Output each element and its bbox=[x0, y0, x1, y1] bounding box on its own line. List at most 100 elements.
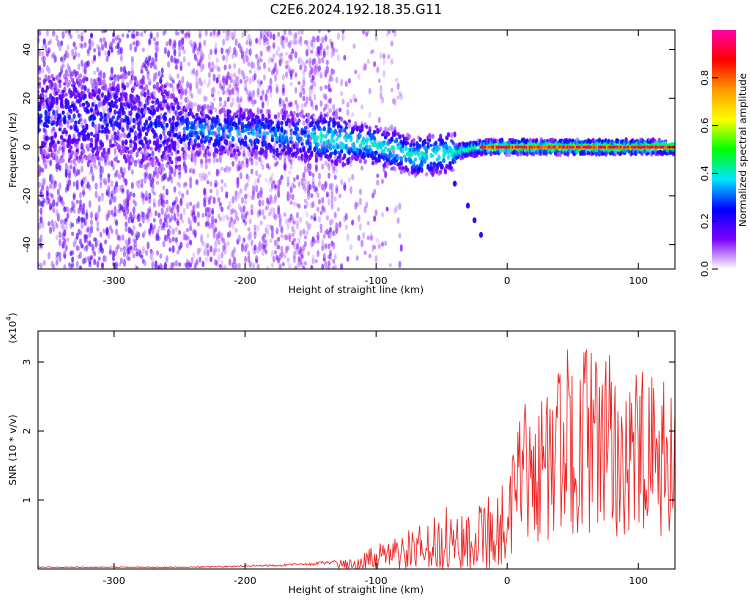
heatmap-cell bbox=[212, 97, 216, 102]
heatmap-cell bbox=[277, 204, 281, 211]
heatmap-cell bbox=[212, 30, 216, 36]
heatmap-cell bbox=[387, 132, 391, 136]
heatmap-cell bbox=[60, 64, 64, 72]
heatmap-cell bbox=[253, 99, 257, 105]
heatmap-cell bbox=[404, 145, 408, 152]
heatmap-cell bbox=[313, 239, 317, 244]
heatmap-cell bbox=[93, 55, 97, 61]
heatmap-cell bbox=[126, 189, 130, 196]
heatmap-cell bbox=[41, 67, 45, 75]
heatmap-cell bbox=[149, 222, 153, 229]
heatmap-cell bbox=[325, 65, 329, 74]
heatmap-cell bbox=[390, 40, 394, 47]
heatmap-cell bbox=[305, 201, 309, 208]
heatmap-cell bbox=[119, 54, 123, 60]
heatmap-cell bbox=[89, 137, 94, 143]
heatmap-cell bbox=[69, 165, 73, 170]
heatmap-cell bbox=[94, 165, 98, 170]
heatmap-cell bbox=[215, 180, 219, 187]
heatmap-cell bbox=[159, 121, 163, 126]
heatmap-cell bbox=[230, 78, 233, 84]
heatmap-cell bbox=[190, 153, 194, 159]
heatmap-cell bbox=[263, 233, 266, 238]
heatmap-cell bbox=[49, 38, 53, 45]
heatmap-cell bbox=[439, 133, 443, 140]
heatmap-cell bbox=[165, 122, 169, 127]
heatmap-cell bbox=[56, 140, 61, 145]
heatmap-cell bbox=[80, 165, 84, 173]
heatmap-cell bbox=[321, 36, 325, 44]
heatmap-cell bbox=[396, 156, 400, 160]
heatmap-cell bbox=[299, 246, 303, 253]
heatmap-cell bbox=[286, 113, 290, 118]
heatmap-cell bbox=[453, 131, 457, 138]
heatmap-cell bbox=[132, 238, 136, 243]
heatmap-cell bbox=[187, 153, 191, 160]
heatmap-cell bbox=[300, 103, 304, 109]
heatmap-cell bbox=[179, 80, 183, 89]
heatmap-cell bbox=[179, 61, 183, 69]
heatmap-cell bbox=[332, 165, 336, 171]
heatmap-cell bbox=[112, 164, 115, 171]
heatmap-cell bbox=[201, 54, 205, 60]
heatmap-cell bbox=[143, 164, 147, 170]
heatmap-cell bbox=[259, 50, 263, 57]
heatmap-cell bbox=[302, 79, 306, 87]
heatmap-cell bbox=[283, 129, 287, 135]
heatmap-cell bbox=[144, 119, 149, 124]
heatmap-cell bbox=[274, 213, 277, 221]
heatmap-cell bbox=[330, 76, 334, 82]
heatmap-cell bbox=[68, 172, 71, 179]
heatmap-cell bbox=[292, 255, 296, 264]
heatmap-cell bbox=[329, 97, 332, 104]
heatmap-cell bbox=[170, 214, 174, 222]
heatmap-cell bbox=[247, 62, 251, 67]
heatmap-cell bbox=[206, 124, 210, 129]
heatmap-cell bbox=[47, 67, 51, 75]
heatmap-cell bbox=[156, 31, 159, 39]
heatmap-cell bbox=[418, 143, 422, 150]
heatmap-cell bbox=[222, 74, 226, 81]
heatmap-cell bbox=[263, 239, 266, 244]
heatmap-cell bbox=[266, 88, 270, 94]
heatmap-cell bbox=[176, 121, 180, 127]
heatmap-cell bbox=[423, 138, 427, 144]
heatmap-cell bbox=[165, 255, 169, 262]
heatmap-cell bbox=[263, 244, 266, 253]
heatmap-cell bbox=[86, 226, 90, 232]
heatmap-cell bbox=[278, 143, 282, 148]
heatmap-cell bbox=[143, 230, 147, 235]
heatmap-cell bbox=[60, 40, 64, 47]
heatmap-cell bbox=[241, 213, 244, 221]
heatmap-cell bbox=[165, 207, 169, 213]
heatmap-cell bbox=[332, 49, 336, 56]
heatmap-cell bbox=[251, 131, 256, 137]
heatmap-cell bbox=[83, 41, 87, 49]
heatmap-cell bbox=[82, 177, 86, 185]
heatmap-cell bbox=[305, 96, 309, 105]
heatmap-cell bbox=[82, 185, 86, 192]
heatmap-cell bbox=[274, 74, 277, 82]
heatmap-cell bbox=[193, 119, 197, 125]
heatmap-cell bbox=[135, 79, 139, 86]
heatmap-cell bbox=[176, 220, 180, 227]
heatmap-cell bbox=[211, 105, 215, 110]
heatmap-cell bbox=[82, 189, 86, 197]
heatmap-cell bbox=[108, 92, 112, 97]
heatmap-cell bbox=[156, 232, 159, 238]
heatmap-cell bbox=[119, 101, 123, 107]
heatmap-cell bbox=[42, 60, 46, 68]
heatmap-cell bbox=[204, 194, 208, 203]
heatmap-cell bbox=[294, 32, 298, 39]
heatmap-cell bbox=[269, 238, 273, 243]
heatmap-cell bbox=[190, 102, 194, 110]
heatmap-cell bbox=[245, 211, 249, 216]
heatmap-cell bbox=[105, 155, 109, 160]
heatmap-cell bbox=[269, 194, 273, 202]
heatmap-cell bbox=[195, 81, 199, 90]
heatmap-cell bbox=[58, 44, 62, 52]
heatmap-cell bbox=[245, 75, 249, 82]
heatmap-cell bbox=[148, 206, 152, 213]
heatmap-cell bbox=[44, 89, 48, 94]
heatmap-cell bbox=[283, 145, 287, 150]
